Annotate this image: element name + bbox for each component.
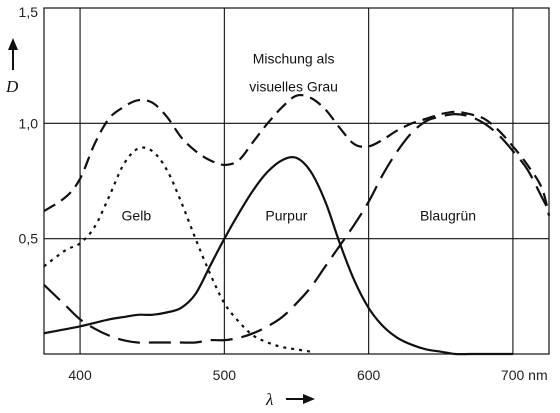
annotation-4: Blaugrün <box>420 208 476 224</box>
x-axis-label: λ <box>265 390 273 409</box>
series-line-3 <box>43 113 550 344</box>
series-line-2 <box>43 156 513 356</box>
annotation-2: Gelb <box>122 208 152 224</box>
x-tick-label-0: 400 <box>68 367 92 383</box>
series-line-0 <box>43 93 551 216</box>
annotations: Mischung als visuelles Grau Gelb Purpur Blau… <box>122 51 476 224</box>
x-axis-arrow-head <box>303 394 315 404</box>
tick-labels: 400 500 600 700 nm 0,5 1,0 1,5 <box>19 4 548 383</box>
y-axis-title: D <box>5 38 19 96</box>
y-tick-label-1: 1,0 <box>19 115 39 131</box>
y-tick-label-2: 1,5 <box>19 4 39 20</box>
x-tick-label-3: 700 nm <box>501 367 548 383</box>
plot-area <box>43 7 550 355</box>
annotation-1: visuelles Grau <box>249 78 338 94</box>
grid-lines <box>44 8 549 354</box>
y-axis-arrow-head <box>8 38 18 50</box>
series-line-1 <box>43 146 312 353</box>
curves <box>43 93 551 356</box>
y-tick-label-0: 0,5 <box>19 231 39 247</box>
y-axis-label: D <box>5 77 19 96</box>
x-tick-label-2: 600 <box>357 367 381 383</box>
x-axis-title: λ <box>265 390 315 409</box>
x-tick-label-1: 500 <box>213 367 237 383</box>
annotation-0: Mischung als <box>253 51 335 67</box>
annotation-3: Purpur <box>265 208 307 224</box>
